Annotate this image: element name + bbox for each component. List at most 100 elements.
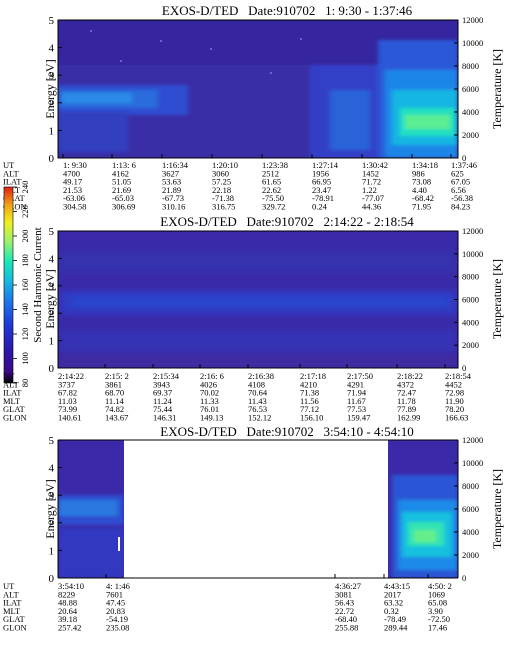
panel-2-row-name: ILAT (3, 388, 22, 398)
panel-1-row-name: UT (3, 160, 15, 170)
panel-1-cell: -56.38 (451, 193, 473, 203)
panel-2-row-name: MLT (3, 396, 21, 406)
panel-1-cell: 66.95 (312, 177, 331, 187)
panel-1-cell: 1:23:38 (262, 160, 288, 170)
panel-1-cell: 986 (412, 168, 425, 178)
panel-1-cell: 44.36 (362, 202, 381, 212)
panel-3-cell: 22.72 (335, 606, 354, 616)
panel-1-cell: -78.91 (312, 193, 334, 203)
panel-3-ytick-label: 2 (49, 518, 55, 530)
panel-2-cell: 11.14 (105, 396, 125, 406)
panel-1-cell: 329.72 (262, 202, 285, 212)
panel-3-y2tick-label: 6000 (462, 504, 479, 514)
panel-2-y2tick-label: 8000 (462, 272, 479, 282)
panel-1-cell: 71.95 (412, 202, 431, 212)
panel-3-ytick-label: 0 (49, 573, 55, 585)
panel-1-burst-region (310, 40, 458, 158)
panel-2-cell: 70.02 (200, 388, 219, 398)
panel-1-y2tick-label: 2000 (462, 130, 479, 140)
panel-3-row-name: GLAT (3, 614, 26, 624)
panel-2-y2tick-label: 6000 (462, 295, 479, 305)
panel-2-ephemeris-table: UTALTILATMLTGLATGLON2:14:22373767.8211.0… (3, 371, 472, 423)
panel-1-cell: 1:20:10 (212, 160, 238, 170)
panel-2-cell: 4108 (248, 379, 265, 389)
panel-1-cell: 49.17 (63, 177, 82, 187)
panel-1-y2tick-label: 8000 (462, 61, 479, 71)
panel-1-y2tick-label: 4000 (462, 107, 479, 117)
colorbar-tick-label: 120 (20, 328, 30, 341)
panel-2-cell: 68.70 (105, 388, 124, 398)
panel-3-axes: 0 1 2 3 4 5 0 2000 4000 6000 8000 10000 12000 (49, 435, 484, 585)
panel-1-row-name: ILAT (3, 177, 22, 187)
panel-2-row-name: GLAT (3, 404, 26, 414)
panel-3-cell: 1069 (428, 589, 445, 599)
colorbar-tick-label: 240 (20, 181, 30, 194)
panel-2-ytick-label: 2 (49, 308, 55, 320)
panel-3-y2tick-label: 12000 (462, 435, 483, 445)
colorbar-tick-label: 220 (20, 205, 30, 218)
panel-2-ytick-label: 1 (49, 336, 55, 348)
panel-1-cell: -77.07 (362, 193, 384, 203)
panel-1-speckles (90, 30, 302, 74)
panel-2-cell: 2:16: 6 (200, 371, 224, 381)
panel-1-cell: 1:13: 6 (112, 160, 136, 170)
panel-3-cell: 3:54:10 (58, 581, 84, 591)
panel-2-cell: 4210 (300, 379, 317, 389)
panel-1-low-energy-band (58, 85, 188, 152)
panel-2-cell: 72.98 (445, 388, 464, 398)
panel-3-cell: -72.50 (428, 614, 450, 624)
panel-2-cell: 11.03 (58, 396, 77, 406)
colorbar-tick-label: 200 (20, 230, 30, 243)
panel-1-cell: 625 (451, 168, 464, 178)
panel-1-cell: 310.16 (162, 202, 185, 212)
colorbar-label: Second Harmonic Current (32, 227, 44, 342)
panel-2-cell: 2:17:18 (300, 371, 326, 381)
panel-3-cell: 235.08 (106, 623, 129, 633)
panel-1-ytick-label: 5 (49, 15, 55, 27)
colorbar-ticks: 80 100 120 140 160 180 200 220 240 (13, 181, 30, 387)
panel-1-cell: 61.65 (262, 177, 281, 187)
panel-1-cell: 1956 (312, 168, 329, 178)
panel-2-cell: 162.99 (397, 413, 420, 423)
panel-3-y2-label: Temperature [K] (490, 469, 504, 549)
panel-3-cell: 20.64 (58, 606, 78, 616)
panel-2-ytick-label: 3 (49, 281, 55, 293)
panel-1-y2tick-label: 0 (462, 153, 466, 163)
panel-1-title: EXOS-D/TED Date:910702 1: 9:30 - 1:37:46 (162, 3, 413, 18)
panel-2-cell: 3861 (105, 379, 122, 389)
panel-1-ytick-label: 2 (49, 98, 55, 110)
panel-2-cell: 75.44 (153, 404, 173, 414)
panel-2-ytick-label: 4 (49, 253, 55, 265)
panel-3-cell: 4:43:15 (384, 581, 410, 591)
panel-3-cell: 3.90 (428, 606, 443, 616)
panel-2-cell: 159.47 (347, 413, 370, 423)
panel-2-cell: 143.67 (105, 413, 128, 423)
panel-3-y2tick-label: 4000 (462, 527, 479, 537)
panel-1-cell: 1452 (362, 168, 379, 178)
panel-3-cell: 8229 (58, 589, 75, 599)
panel-2-cell: 11.33 (200, 396, 219, 406)
panel-2-cell: 77.12 (300, 404, 319, 414)
panel-2-bands (58, 252, 458, 368)
panel-2-cell: 11.56 (300, 396, 319, 406)
panel-2-y2tick-label: 12000 (462, 226, 483, 236)
panel-2-cell: 4291 (347, 379, 364, 389)
panel-2-cell: 11.24 (153, 396, 173, 406)
panel-2-cell: 140.61 (58, 413, 81, 423)
panel-2-cell: 3737 (58, 379, 75, 389)
panel-1-y2-label: Temperature [K] (490, 49, 504, 129)
panel-1-y2tick-label: 10000 (462, 38, 483, 48)
panel-2-ytick-label: 5 (49, 226, 55, 238)
panel-1-y-label: Energy [eV] (43, 59, 57, 118)
panel-3-cell: 17.46 (428, 623, 447, 633)
panel-1-cell: -75.50 (262, 193, 284, 203)
panel-2-cell: 2:14:22 (58, 371, 84, 381)
panel-3-cell: 3081 (335, 589, 352, 599)
panel-2-cell: 11.67 (347, 396, 366, 406)
panel-1-cell: 21.89 (162, 185, 181, 195)
panel-3-cell: 47.45 (106, 598, 125, 608)
panel-1-cell: 3060 (212, 168, 229, 178)
panel-2-cell: 69.37 (153, 388, 172, 398)
panel-3-cell: 4:50: 2 (428, 581, 452, 591)
